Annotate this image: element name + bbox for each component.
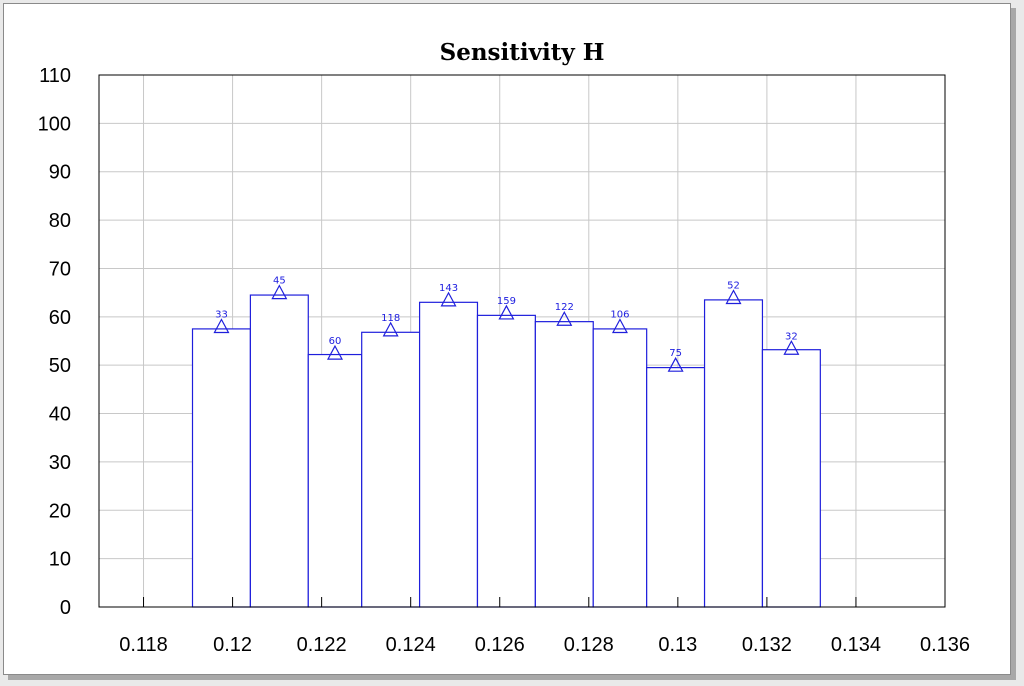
x-tick-label: 0.13 — [658, 634, 697, 656]
axes — [98, 74, 946, 608]
count-label: 32 — [785, 331, 798, 342]
x-axis-tick-labels: 0.118 0.12 0.122 0.124 0.126 0.128 0.13 0.132 0.… — [119, 634, 970, 656]
histogram-bar — [646, 367, 706, 608]
y-axis-tick-labels: 0 10 20 30 40 50 60 70 80 90 100 110 — [38, 65, 71, 619]
triangle-marker — [667, 356, 684, 372]
x-tick-label: 0.118 — [119, 634, 168, 656]
y-tick-label: 90 — [49, 162, 71, 184]
triangle-marker — [213, 318, 230, 334]
x-tick-label: 0.134 — [831, 634, 881, 656]
x-tick-label: 0.126 — [475, 634, 525, 656]
count-label: 60 — [329, 336, 342, 347]
data-markers: 33 45 60 118 143 159 122 106 75 52 32 — [213, 276, 800, 372]
x-tick-label: 0.132 — [742, 634, 792, 656]
count-label: 159 — [497, 296, 516, 307]
y-tick-label: 20 — [49, 500, 71, 522]
y-tick-label: 70 — [49, 258, 71, 280]
y-tick-label: 0 — [60, 597, 71, 619]
histogram-bar — [703, 299, 764, 608]
y-tick-label: 100 — [38, 113, 71, 135]
histogram-bar — [307, 353, 363, 608]
count-label: 45 — [273, 276, 286, 287]
y-tick-label: 80 — [49, 210, 71, 232]
triangle-marker — [440, 291, 457, 307]
histogram-bar — [418, 301, 479, 608]
count-label: 118 — [381, 313, 400, 324]
count-label: 33 — [215, 309, 228, 320]
histogram-bar — [361, 331, 421, 608]
y-tick-label: 40 — [49, 404, 71, 426]
histogram-bar — [534, 321, 594, 608]
triangle-marker — [556, 310, 573, 326]
count-label: 52 — [727, 280, 740, 291]
x-tick-label: 0.128 — [564, 634, 614, 656]
x-tick-label: 0.12 — [213, 634, 252, 656]
histogram-bar — [592, 328, 648, 608]
count-label: 143 — [439, 283, 458, 294]
triangle-marker — [783, 339, 800, 355]
y-tick-label: 50 — [49, 355, 71, 377]
y-tick-label: 60 — [49, 307, 71, 329]
chart-title: Sensitivity H — [440, 39, 605, 66]
triangle-marker — [611, 318, 628, 334]
triangle-marker — [725, 289, 742, 305]
y-tick-label: 10 — [49, 549, 71, 571]
histogram-bar — [249, 294, 309, 608]
y-tick-label: 30 — [49, 452, 71, 474]
histogram-bar — [476, 314, 536, 608]
plot-area-border — [98, 74, 946, 608]
x-tick-label: 0.122 — [297, 634, 347, 656]
histogram-bar — [761, 349, 821, 608]
triangle-marker — [271, 284, 288, 300]
histogram-bars — [191, 294, 821, 608]
triangle-marker — [326, 344, 343, 360]
x-tick-label: 0.124 — [386, 634, 436, 656]
histogram-bar — [191, 328, 251, 608]
count-label: 122 — [555, 302, 574, 313]
count-label: 75 — [669, 348, 682, 359]
y-tick-label: 110 — [39, 65, 71, 87]
triangle-marker — [382, 321, 399, 337]
count-label: 106 — [610, 309, 629, 320]
triangle-marker — [498, 304, 515, 320]
x-tick-label: 0.136 — [920, 634, 970, 656]
